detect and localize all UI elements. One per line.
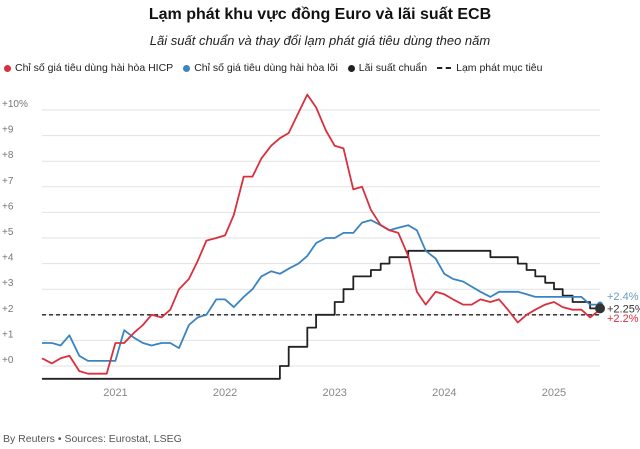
x-tick-label: 2025 — [542, 387, 566, 399]
y-tick-label: +2 — [2, 304, 14, 315]
legend-label-hicp: Chỉ số giá tiêu dùng hài hòa HICP — [15, 62, 174, 74]
hicp-line — [41, 93, 601, 375]
chart-subtitle: Lãi suất chuẩn và thay đổi lạm phát giá … — [149, 33, 491, 48]
legend-item-rate: Lãi suất chuẩn — [347, 62, 428, 74]
legend-dot-rate — [347, 64, 355, 72]
chart-legend: Chỉ số giá tiêu dùng hài hòa HICP Chỉ số… — [4, 62, 553, 74]
legend-label-core: Chỉ số giá tiêu dùng hài hòa lõi — [194, 62, 338, 74]
legend-item-core: Chỉ số giá tiêu dùng hài hòa lõi — [183, 62, 338, 74]
y-tick-label: +4 — [2, 253, 14, 264]
legend-label-target: Lạm phát mục tiêu — [456, 62, 543, 74]
x-tick-label: 2021 — [103, 387, 127, 399]
legend-dash-target — [437, 67, 452, 69]
legend-label-rate: Lãi suất chuẩn — [358, 62, 428, 74]
y-tick-label: +3 — [2, 278, 14, 289]
y-tick-label: +5 — [2, 227, 14, 238]
rate-end-point — [595, 303, 605, 314]
y-tick-label: +8 — [2, 150, 14, 161]
end-value-label: +2.25% — [607, 303, 640, 315]
y-tick-label: +10% — [2, 99, 28, 110]
legend-dot-hicp — [4, 64, 11, 72]
legend-dot-core — [183, 64, 191, 72]
source-note: By Reuters • Sources: Eurostat, LSEG — [3, 433, 182, 445]
end-value-label: +2.2% — [607, 313, 639, 325]
legend-item-target: Lạm phát mục tiêu — [437, 62, 543, 74]
y-tick-label: +1 — [2, 329, 14, 340]
y-tick-label: +7 — [2, 176, 14, 187]
y-tick-label: +6 — [2, 201, 14, 212]
x-tick-label: 2023 — [322, 387, 346, 399]
core-line — [42, 219, 600, 362]
y-tick-label: +0 — [2, 355, 14, 366]
x-tick-label: 2024 — [432, 387, 456, 399]
legend-item-hicp: Chỉ số giá tiêu dùng hài hòa HICP — [4, 62, 173, 74]
y-tick-label: +9 — [2, 125, 14, 136]
chart-title: Lạm phát khu vực đồng Euro và lãi suất E… — [148, 6, 492, 23]
end-value-label: +2.4% — [607, 291, 639, 303]
x-tick-label: 2022 — [213, 387, 237, 399]
rate-line — [42, 249, 600, 380]
